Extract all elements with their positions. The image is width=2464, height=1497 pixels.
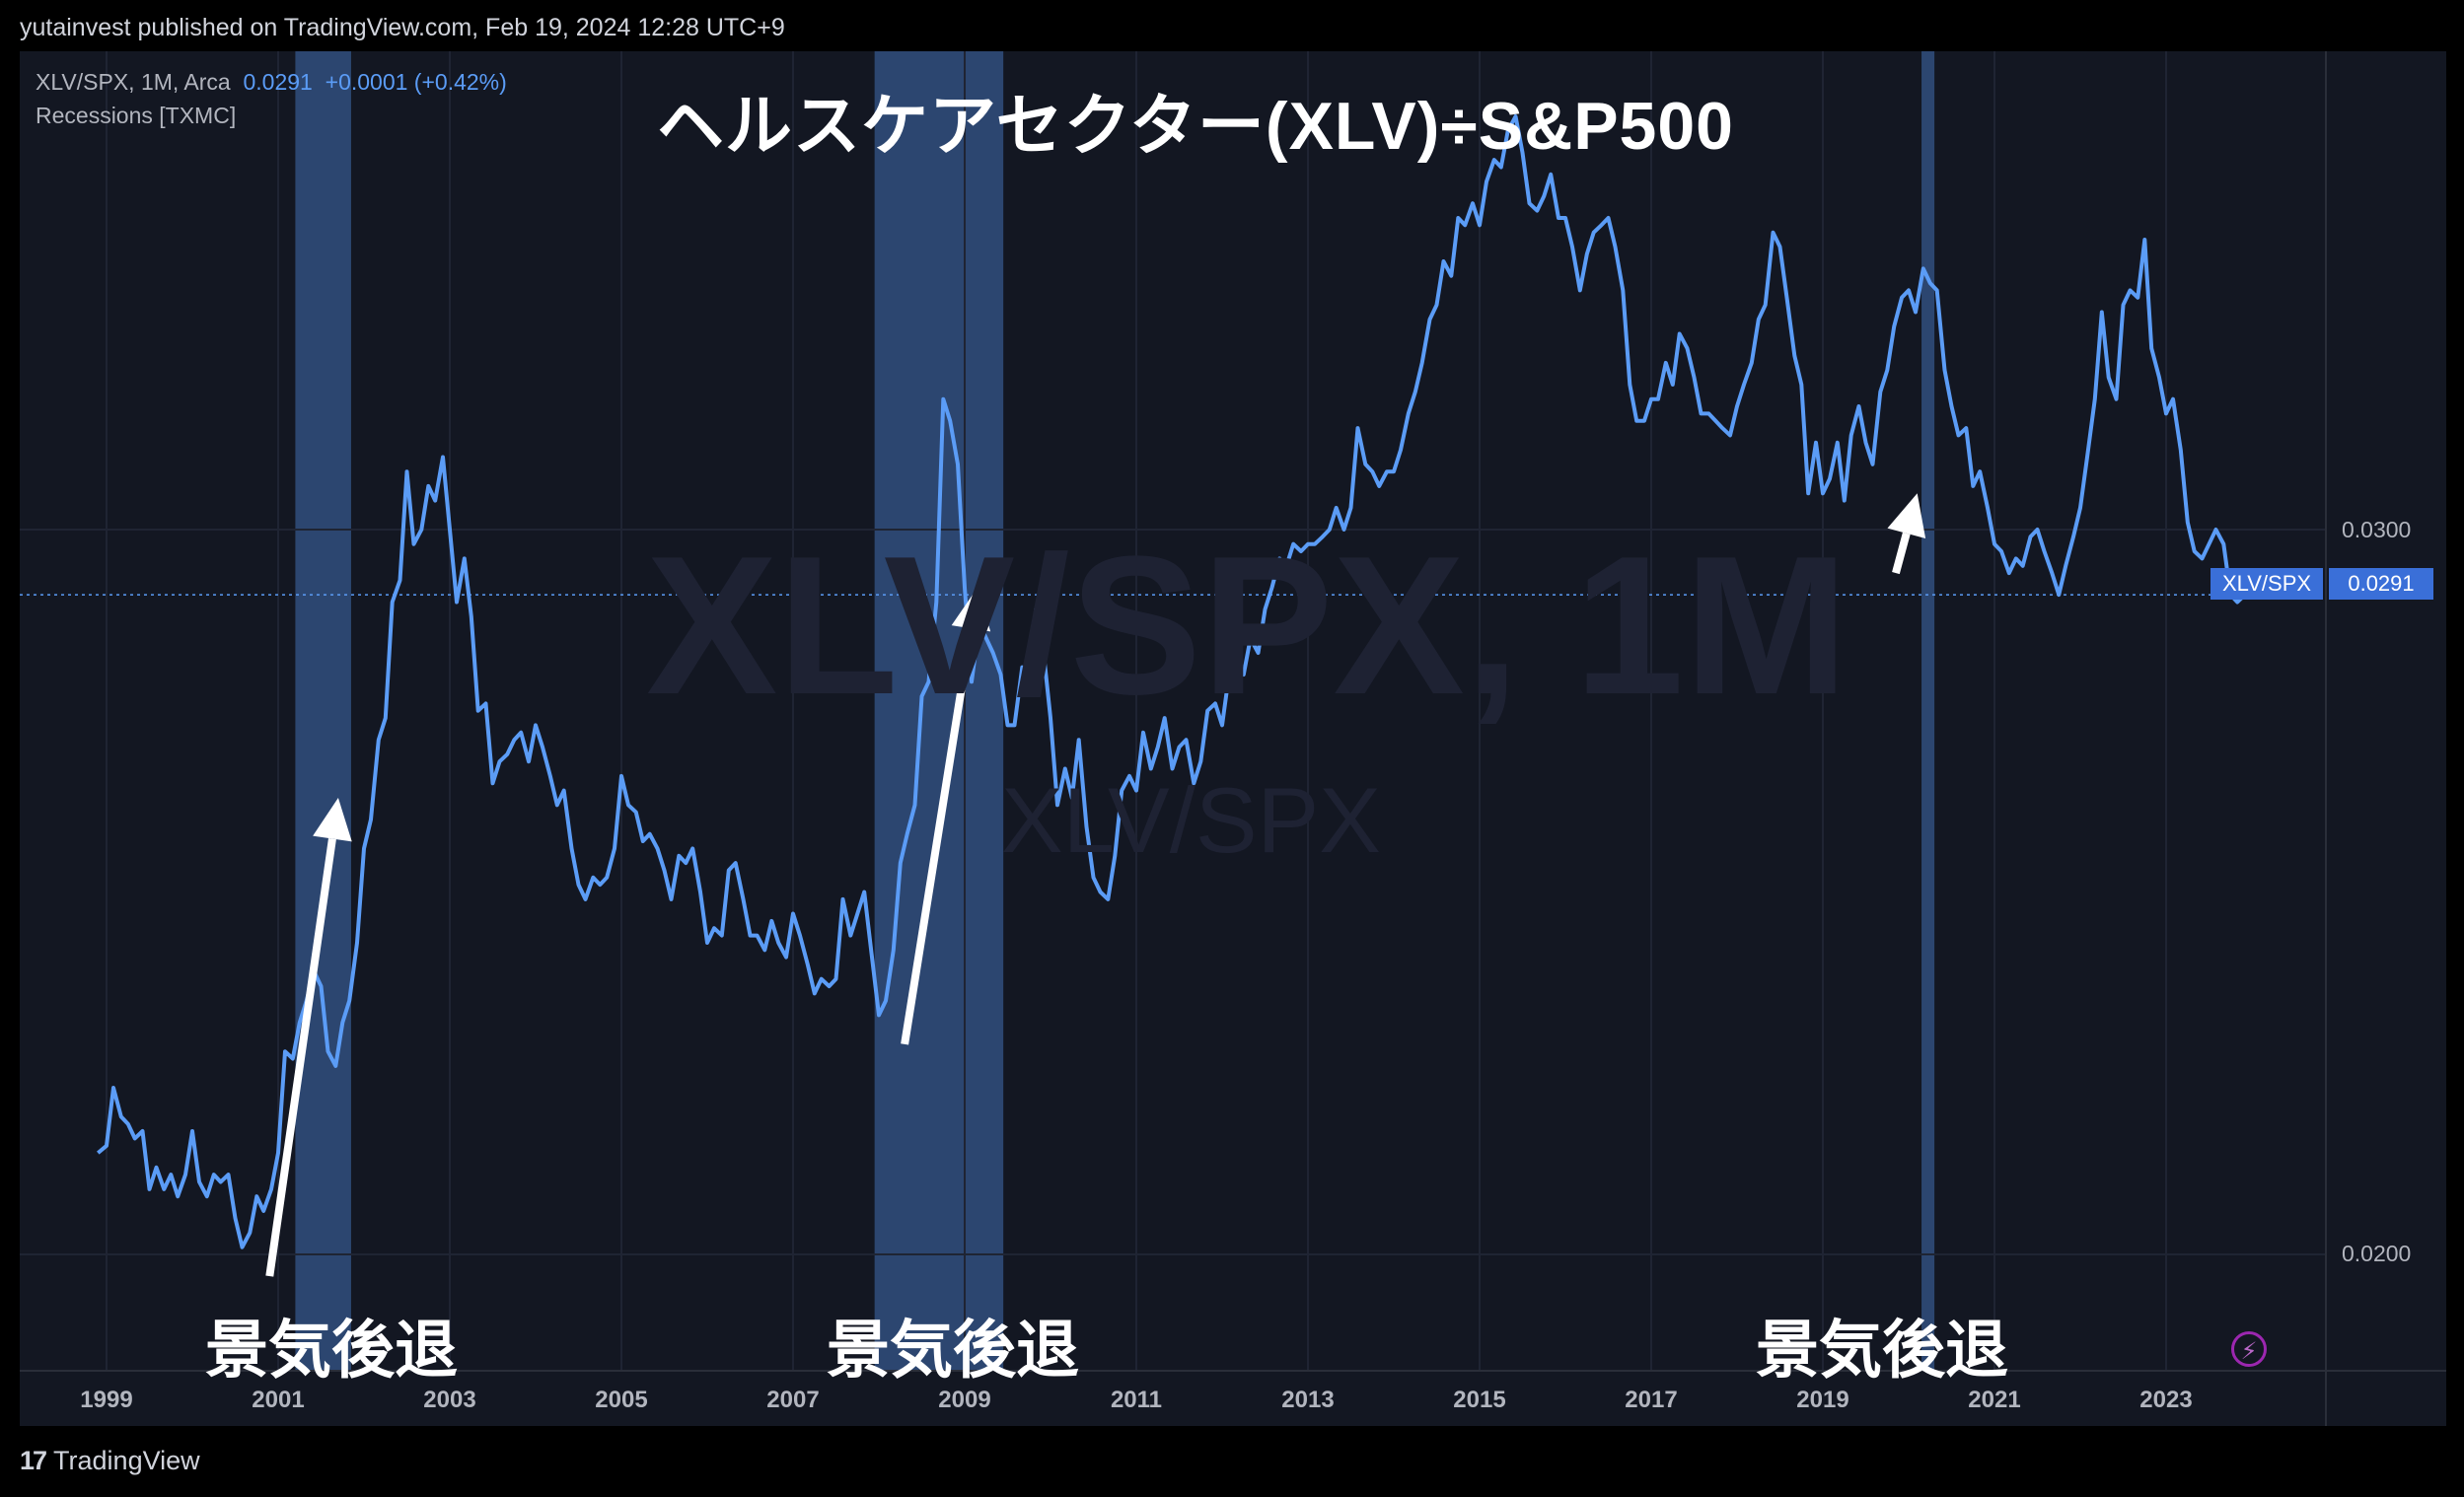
arrow-head [951, 587, 991, 632]
arrow-head [1887, 493, 1926, 539]
arrow-annotations [265, 493, 1926, 1277]
y-tick-label: 0.0300 [2342, 517, 2412, 542]
series-line-xlv-spx [97, 114, 2247, 1249]
recession-band [295, 51, 351, 1371]
legend-indicator-row[interactable]: Recessions [TXMC] [36, 103, 236, 129]
legend-symbol-row[interactable]: XLV/SPX, 1M, Arca 0.0291 +0.0001 (+0.42%… [36, 69, 507, 96]
logo-mark: 17 [20, 1446, 47, 1475]
tradingview-logo-icon[interactable]: 17 TradingView [20, 1446, 200, 1476]
chart-background [20, 51, 2446, 1426]
recession-bands [295, 51, 1935, 1371]
chart-title: ヘルスケアセクター(XLV)÷S&P500 [657, 89, 1735, 164]
watermark-subtitle: XLV/SPX [1001, 768, 1381, 872]
x-tick-label: 2003 [423, 1387, 476, 1413]
publisher-line: yutainvest published on TradingView.com,… [20, 14, 785, 41]
x-tick-label: 1999 [80, 1387, 133, 1413]
x-tick-label: 2011 [1110, 1387, 1163, 1413]
x-tick-label: 2005 [595, 1387, 648, 1413]
legend-last-value: 0.0291 [243, 69, 313, 95]
legend-symbol: XLV/SPX, 1M, Arca [36, 69, 231, 95]
x-tick-label: 2017 [1625, 1387, 1678, 1413]
arrow-shaft [1892, 532, 1911, 575]
x-tick-label: 2013 [1281, 1387, 1335, 1413]
watermark-symbol: XLV/SPX, 1M [646, 516, 1848, 736]
annotation-recession-2001: 景気後退 [205, 1315, 458, 1386]
x-tick-label: 2007 [766, 1387, 820, 1413]
arrow-head [313, 797, 352, 842]
current-price-tag: 0.0291 [2329, 568, 2433, 600]
recession-band [874, 51, 1004, 1371]
x-tick-label: 2021 [1968, 1387, 2021, 1413]
series-name-tag: XLV/SPX [2210, 568, 2323, 600]
x-tick-label: 2023 [2139, 1387, 2193, 1413]
x-tick-label: 2019 [1796, 1387, 1849, 1413]
annotation-recession-2020: 景気後退 [1756, 1315, 2008, 1386]
x-tick-label: 2001 [252, 1387, 305, 1413]
annotation-recession-2008: 景気後退 [827, 1315, 1079, 1386]
x-tick-label: 2009 [938, 1387, 991, 1413]
y-tick-label: 0.0200 [2342, 1241, 2412, 1266]
recession-band [1921, 51, 1935, 1371]
grid-lines [20, 51, 2326, 1371]
x-tick-label: 2015 [1453, 1387, 1506, 1413]
legend-change: +0.0001 (+0.42%) [325, 69, 507, 95]
arrow-shaft [265, 837, 336, 1277]
lightning-icon[interactable]: ⚡ [2231, 1331, 2267, 1367]
logo-text: TradingView [53, 1446, 200, 1475]
legend-indicator: Recessions [TXMC] [36, 103, 237, 128]
arrow-shaft [901, 627, 976, 1045]
